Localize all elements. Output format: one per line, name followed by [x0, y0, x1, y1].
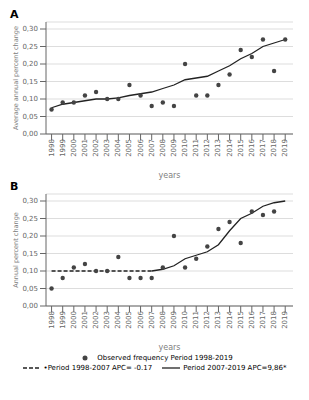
- svg-text:2006: 2006: [137, 310, 145, 328]
- svg-text:2017: 2017: [259, 311, 267, 329]
- svg-text:2018: 2018: [270, 139, 278, 157]
- svg-text:2005: 2005: [125, 139, 133, 157]
- svg-text:2015: 2015: [237, 311, 245, 329]
- svg-text:0,10: 0,10: [22, 95, 38, 103]
- svg-text:2008: 2008: [159, 139, 167, 157]
- svg-text:0,30: 0,30: [22, 197, 38, 205]
- svg-text:0,20: 0,20: [22, 232, 38, 240]
- html-text:B: B: [10, 180, 19, 193]
- svg-text:2001: 2001: [81, 311, 89, 329]
- svg-text:2002: 2002: [92, 139, 100, 157]
- svg-text:2004: 2004: [114, 310, 122, 328]
- svg-text:2019: 2019: [281, 311, 289, 329]
- svg-text:2009: 2009: [170, 139, 178, 157]
- svg-text:0,25: 0,25: [22, 215, 38, 223]
- html-text:•Period 1998-2007 APC= -0.17: •Period 1998-2007 APC= -0.17: [43, 364, 153, 372]
- svg-text:2009: 2009: [170, 311, 178, 329]
- svg-text:2007: 2007: [148, 311, 156, 329]
- svg-text:0,10: 0,10: [22, 267, 38, 275]
- svg-text:2000: 2000: [70, 139, 78, 157]
- svg-text:2014: 2014: [226, 310, 234, 328]
- svg-text:2001: 2001: [81, 139, 89, 157]
- svg-text:2006: 2006: [137, 138, 145, 156]
- svg-text:2010: 2010: [181, 311, 189, 329]
- html-text:Period 2007-2019 APC=9,86*: Period 2007-2019 APC=9,86*: [183, 364, 287, 372]
- svg-text:2003: 2003: [103, 139, 111, 157]
- svg-text:2002: 2002: [92, 311, 100, 329]
- svg-text:2003: 2003: [103, 311, 111, 329]
- svg-text:Average annual percent change: Average annual percent change: [12, 26, 20, 130]
- svg-text:1998: 1998: [48, 139, 56, 157]
- svg-text:1999: 1999: [59, 311, 67, 329]
- svg-text:2007: 2007: [148, 139, 156, 157]
- svg-text:0,00: 0,00: [22, 302, 38, 310]
- svg-text:2005: 2005: [125, 311, 133, 329]
- svg-text:2015: 2015: [237, 139, 245, 157]
- svg-text:2011: 2011: [192, 311, 200, 329]
- svg-text:2013: 2013: [214, 139, 222, 157]
- svg-text:2011: 2011: [192, 139, 200, 157]
- svg-text:2017: 2017: [259, 139, 267, 157]
- svg-text:2010: 2010: [181, 139, 189, 157]
- svg-text:0,15: 0,15: [22, 78, 38, 86]
- svg-text:years: years: [158, 343, 180, 352]
- svg-text:1998: 1998: [48, 311, 56, 329]
- svg-text:0,05: 0,05: [22, 285, 38, 293]
- svg-text:1999: 1999: [59, 139, 67, 157]
- svg-text:2014: 2014: [226, 138, 234, 156]
- svg-text:0,25: 0,25: [22, 43, 38, 51]
- svg-text:2000: 2000: [70, 311, 78, 329]
- svg-text:2012: 2012: [203, 311, 211, 329]
- svg-text:0,05: 0,05: [22, 113, 38, 121]
- svg-text:2016: 2016: [248, 310, 256, 328]
- html-text:A: A: [10, 8, 19, 21]
- svg-text:Annual percent change: Annual percent change: [12, 212, 20, 288]
- svg-text:0,15: 0,15: [22, 250, 38, 258]
- svg-text:2004: 2004: [114, 138, 122, 156]
- svg-text:0,30: 0,30: [22, 25, 38, 33]
- svg-text:2019: 2019: [281, 139, 289, 157]
- svg-text:2008: 2008: [159, 311, 167, 329]
- svg-text:2013: 2013: [214, 311, 222, 329]
- html-text:Observed frequency Period 1998: Observed frequency Period 1998-2019: [97, 354, 233, 362]
- svg-text:years: years: [158, 171, 180, 180]
- svg-text:0,00: 0,00: [22, 130, 38, 138]
- svg-text:2012: 2012: [203, 139, 211, 157]
- svg-text:0,20: 0,20: [22, 60, 38, 68]
- svg-text:2018: 2018: [270, 311, 278, 329]
- svg-text:2016: 2016: [248, 138, 256, 156]
